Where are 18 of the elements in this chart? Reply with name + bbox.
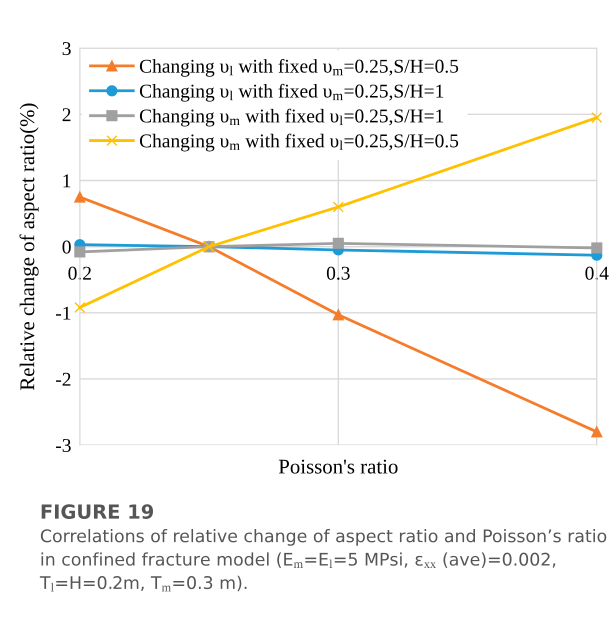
x-tick-label: 0.4 bbox=[585, 266, 609, 280]
y-tick-label: 0 bbox=[62, 240, 71, 254]
y-tick-label: 2 bbox=[62, 108, 70, 122]
legend-label: Changing υ$_{l}$ with fixed υ$_{m}$=0.25,S/H=0.5 bbox=[140, 58, 458, 77]
x-tick-label: 0.3 bbox=[326, 266, 350, 280]
y-tick-label: -3 bbox=[56, 438, 71, 452]
legend-label: Changing υ$_{l}$ with fixed υ$_{m}$=0.25,S/H=1 bbox=[140, 84, 444, 102]
y-tick-label: 1 bbox=[63, 174, 70, 188]
text: Correlations of relative change of aspect ratio and Poisson’s ratio in confined fracture model (E$_{m}$=E$_{l}$=5 MPsi, ε$_{xx}$ (ave)=0.002, T$_{l}$=H=0.2m, T$_{m}$=0.3 m). bbox=[40, 528, 606, 592]
y-tick-label: 3 bbox=[62, 42, 71, 56]
x-tick-label: 0.2 bbox=[68, 266, 91, 280]
y-tick-label: -1 bbox=[56, 306, 70, 320]
y-axis-title: Relative change of aspect ratio(%) bbox=[19, 104, 39, 390]
y-tick-label: -2 bbox=[56, 372, 70, 386]
legend-label: Changing υ$_{m}$ with fixed υ$_{l}$=0.25,S/H=1 bbox=[140, 108, 444, 127]
x-axis-title: Poisson's ratio bbox=[278, 460, 398, 474]
legend-label: Changing υ$_{m}$ with fixed υ$_{l}$=0.25,S/H=0.5 bbox=[140, 134, 458, 152]
caption: FIGURE 19 bbox=[42, 504, 154, 519]
